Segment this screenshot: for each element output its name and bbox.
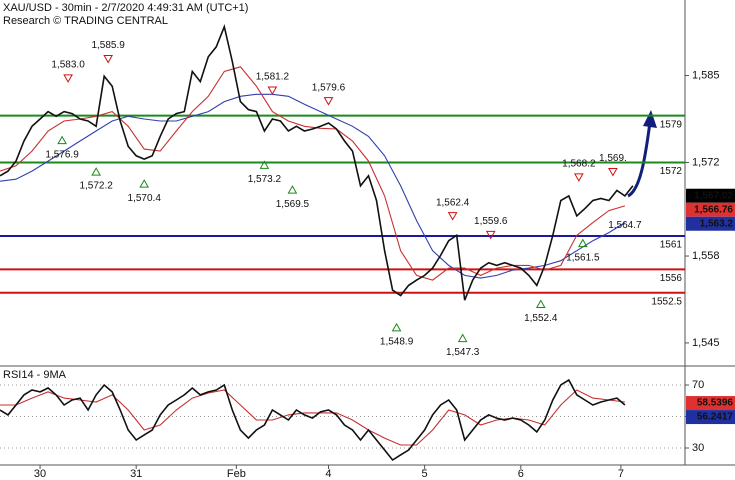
price-tag-label: 58.5396 [697, 398, 734, 409]
high-label: 1,585.9 [91, 40, 125, 51]
low-label: 1,547.3 [446, 347, 480, 358]
high-marker [323, 97, 334, 106]
low-marker [139, 179, 150, 188]
series-line [0, 24, 634, 301]
chart-title: XAU/USD - 30min - 2/7/2020 4:49:31 AM (U… [3, 2, 248, 14]
y-tick-label: 1,558 [692, 250, 720, 262]
low-label: 1,569.5 [276, 199, 310, 210]
price-tag-label: 56.2417 [697, 412, 734, 423]
high-marker [608, 167, 618, 177]
high-label: 1,579.6 [312, 82, 346, 93]
x-tick-label: 30 [34, 468, 46, 480]
high-marker [63, 74, 73, 83]
high-label: 1,583.0 [51, 60, 85, 71]
y-tick-label: 1,545 [692, 337, 720, 349]
chart-subtitle: Research © TRADING CENTRAL [3, 15, 168, 27]
x-tick-label: 6 [518, 468, 524, 480]
high-label: 1,562.4 [436, 197, 470, 208]
low-marker [457, 333, 468, 343]
x-tick-label: 31 [130, 468, 142, 480]
low-marker [577, 238, 588, 248]
high-marker [267, 86, 278, 95]
low-marker [57, 135, 67, 145]
high-label: 1,581.2 [256, 72, 290, 83]
low-label: 1,552.4 [524, 313, 558, 324]
x-tick-label: 4 [325, 468, 331, 480]
low-marker [391, 322, 402, 332]
low-label: 1,561.5 [566, 252, 600, 263]
level-label: 1579 [660, 119, 683, 130]
level-label: 1552.5 [651, 296, 682, 307]
y-tick-label: 70 [692, 379, 704, 391]
low-label: 1,572.2 [79, 181, 113, 192]
low-marker [259, 160, 270, 169]
forecast-arrow-head [643, 110, 657, 128]
low-marker [287, 185, 298, 194]
price-tag [686, 188, 735, 203]
rsi-title: RSI14 - 9MA [3, 369, 67, 381]
price-tag-label: 1,567.02 [694, 190, 733, 201]
note-label: 1,564.7 [608, 220, 642, 231]
y-tick-label: 1,585 [692, 69, 720, 81]
price-tag-label: 1,566.76 [694, 204, 733, 215]
series-line [0, 389, 625, 446]
low-label: 1,548.9 [380, 337, 414, 348]
series-line [0, 378, 626, 462]
high-marker [447, 212, 458, 221]
price-tag-label: 1,563.2 [700, 218, 734, 229]
series-line [0, 66, 626, 281]
price-tag [686, 396, 735, 411]
price-tag [686, 410, 735, 425]
low-label: 1,573.2 [248, 174, 282, 185]
low-label: 1,576.9 [45, 149, 79, 160]
level-label: 1556 [660, 273, 683, 284]
high-marker [485, 230, 496, 240]
low-marker [91, 167, 102, 176]
level-label: 1561 [660, 240, 683, 251]
low-marker [535, 299, 546, 308]
price-tag [686, 202, 735, 217]
low-label: 1,570.4 [128, 193, 162, 204]
forecast-arrow [627, 121, 652, 198]
high-marker [103, 55, 114, 64]
high-label: 1,559.6 [474, 216, 508, 227]
x-tick-label: Feb [227, 468, 246, 480]
level-label: 1572 [660, 166, 683, 177]
high-label: 1,569. [599, 153, 627, 164]
x-tick-label: 7 [618, 468, 624, 480]
high-label: 1,568.2 [562, 158, 596, 169]
x-tick-label: 5 [422, 468, 428, 480]
y-tick-label: 30 [692, 442, 704, 454]
y-tick-label: 1,572 [692, 156, 720, 168]
high-marker [573, 173, 584, 182]
price-tag [686, 216, 735, 231]
